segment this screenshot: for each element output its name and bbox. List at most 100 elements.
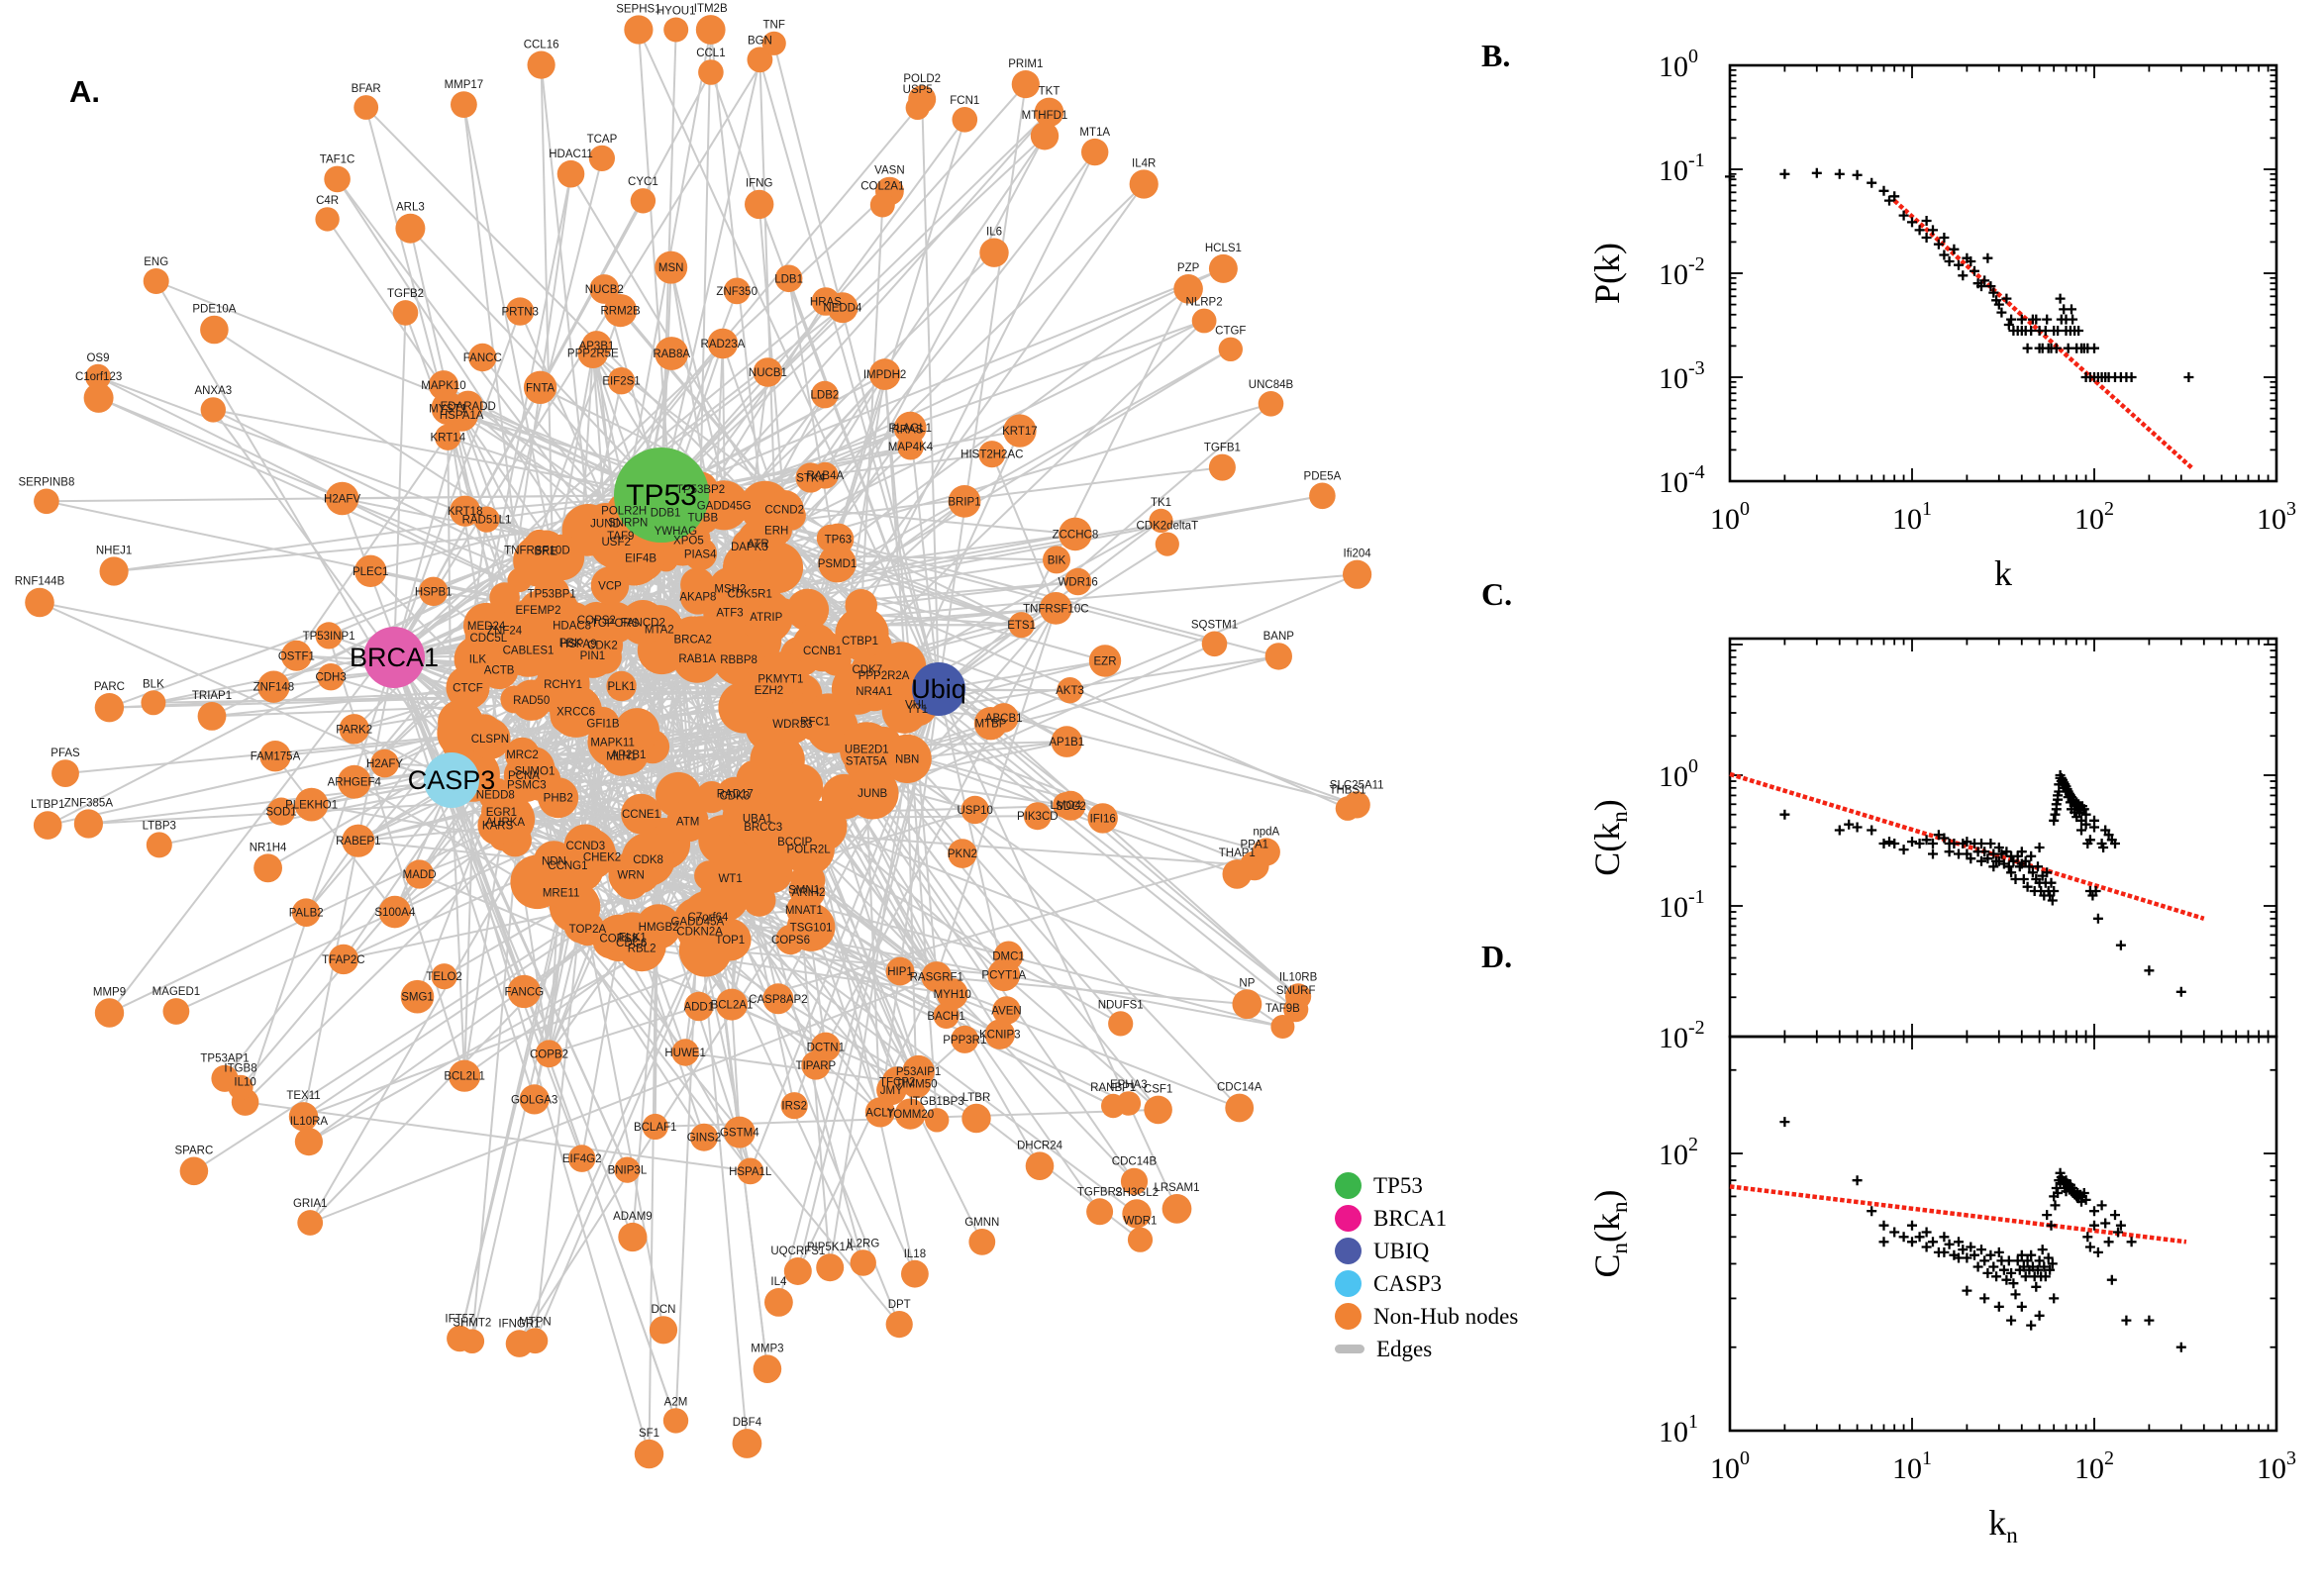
- non-hub-node: [1264, 643, 1293, 670]
- node-label: TFCP2: [879, 1077, 915, 1089]
- node-label: MMP9: [93, 986, 126, 998]
- non-hub-node: [587, 717, 638, 767]
- non-hub-node: [94, 998, 125, 1028]
- node-label: UQCRFS1: [770, 1246, 825, 1257]
- non-hub-node: [1088, 645, 1122, 677]
- non-hub-node: [419, 576, 449, 606]
- node-label: IFNG: [746, 178, 773, 190]
- node-label: ZNF148: [253, 682, 295, 694]
- non-hub-node: [1343, 559, 1372, 589]
- node-label: CASP8AP2: [749, 994, 807, 1006]
- node-label: SDC2: [1056, 801, 1086, 813]
- non-hub-node: [395, 213, 426, 244]
- non-hub-node: [179, 1156, 209, 1186]
- node-label: ARHGEF4: [328, 777, 382, 789]
- non-hub-node: [783, 1257, 812, 1285]
- node-label: RRM2B: [600, 306, 641, 318]
- non-hub-node: [200, 397, 226, 423]
- node-label: UBA1: [743, 813, 772, 825]
- non-hub-node: [33, 811, 62, 840]
- non-hub-node: [869, 192, 895, 218]
- non-hub-node: [618, 1222, 648, 1252]
- node-label: SH3GL2: [1115, 1187, 1159, 1199]
- node-label: DHCR24: [1017, 1140, 1063, 1151]
- non-hub-node: [506, 297, 535, 326]
- node-label: BANP: [1263, 631, 1295, 643]
- node-label: ITGB8: [224, 1063, 256, 1075]
- node-label: SMN1: [788, 885, 820, 897]
- x-axis-title: k: [1994, 553, 2012, 593]
- non-hub-node: [782, 823, 835, 875]
- non-hub-node: [861, 653, 906, 698]
- non-hub-node: [257, 670, 290, 703]
- legend-item-casp3: CASP3: [1335, 1270, 1518, 1297]
- node-label: PIP5K1A: [807, 1242, 854, 1253]
- node-label: RAD23A: [701, 339, 746, 350]
- node-label: HSPA9: [560, 639, 597, 650]
- node-label: NEDD4: [823, 303, 862, 315]
- node-label: HSPB1: [415, 586, 453, 598]
- tick-label: 101: [1892, 498, 1932, 536]
- non-hub-node: [25, 587, 54, 618]
- non-hub-node: [538, 777, 579, 819]
- node-label: ADAM9: [613, 1211, 653, 1223]
- node-label: GMNN: [964, 1217, 999, 1229]
- non-hub-node: [354, 554, 387, 587]
- non-hub-node: [655, 250, 688, 284]
- non-hub-node: [764, 1288, 793, 1317]
- node-label: NR4A1: [856, 686, 892, 698]
- node-label: COPB2: [530, 1048, 568, 1060]
- node-label: CCND3: [565, 841, 605, 852]
- node-label: GADD45A: [670, 917, 724, 929]
- data-points: [1725, 167, 2194, 382]
- node-label: LDB1: [774, 273, 803, 285]
- non-hub-node: [734, 577, 766, 610]
- non-hub-node: [818, 545, 857, 583]
- non-hub-node: [99, 556, 129, 586]
- non-hub-node: [1270, 1015, 1295, 1039]
- node-label: AP2B1: [611, 749, 647, 761]
- tick-label: 100: [1659, 46, 1698, 83]
- tick-label: 10-1: [1659, 886, 1705, 924]
- node-label: DDB1: [651, 507, 681, 519]
- node-label: THAP1: [1219, 848, 1256, 859]
- non-hub-node: [589, 274, 620, 304]
- node-label: ILK: [469, 654, 487, 666]
- non-hub-node: [1201, 631, 1228, 657]
- non-hub-node: [621, 793, 661, 835]
- node-label: BCL2L1: [444, 1071, 485, 1083]
- node-label: FCN1: [950, 95, 979, 107]
- non-hub-node: [431, 963, 457, 990]
- neighborhood-connectivity-plot: 100 101 102 103 102 101 kn Cn(kn): [1587, 1035, 2296, 1547]
- node-label: PARC: [94, 681, 125, 693]
- node-label: C4R: [316, 195, 339, 207]
- node-label: OS9: [86, 352, 109, 364]
- node-label: PHB2: [544, 793, 573, 805]
- node-label: COPS2: [577, 615, 616, 627]
- non-hub-node: [710, 857, 752, 899]
- node-label: PPP2R2A: [858, 670, 910, 682]
- node-label: BGN: [748, 35, 772, 47]
- node-label: DAPK3: [731, 542, 768, 553]
- node-label: EGR1: [486, 807, 517, 819]
- non-hub-node: [842, 623, 878, 658]
- node-label: SMG1: [401, 992, 434, 1004]
- non-hub-node: [520, 533, 555, 567]
- node-label: ELK1: [619, 933, 647, 945]
- node-label: TKT: [1039, 86, 1060, 98]
- non-hub-node: [737, 1157, 764, 1185]
- non-hub-node: [968, 1229, 996, 1255]
- node-label: JUND: [590, 518, 621, 530]
- non-hub-node: [1120, 1167, 1149, 1195]
- node-label: SLC25A11: [1330, 779, 1384, 791]
- non-hub-node: [489, 582, 520, 613]
- non-hub-node: [34, 488, 59, 515]
- node-label: PPA1: [1241, 840, 1269, 851]
- node-label: NBN: [895, 753, 919, 765]
- non-hub-node: [1162, 1194, 1192, 1224]
- node-label: DMC1: [992, 950, 1025, 962]
- non-hub-node: [581, 331, 612, 361]
- node-label: IRS2: [781, 1101, 807, 1113]
- non-hub-node: [556, 159, 585, 188]
- tick-label: 10-1: [1659, 150, 1705, 187]
